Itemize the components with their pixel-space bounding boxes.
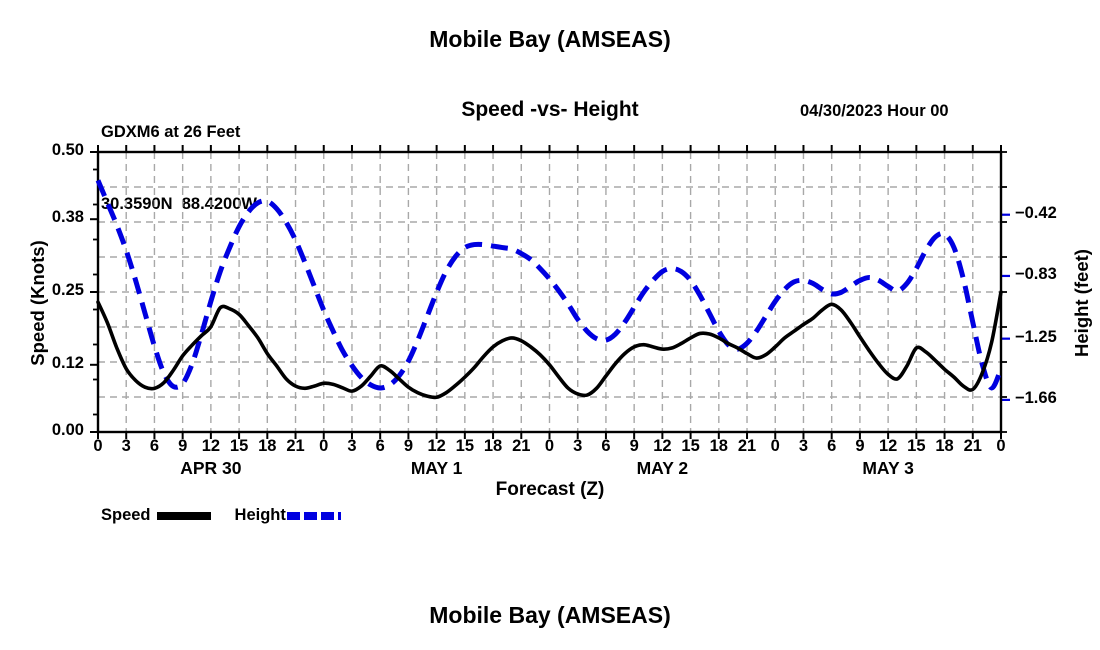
y-axis-tick-label-right: −1.66 [1015,388,1057,407]
x-axis-tick-label: 12 [653,437,672,455]
x-axis-tick-label: 9 [629,437,639,455]
x-axis-tick-label: 15 [681,437,700,455]
x-axis-tick-label: 18 [483,437,503,455]
page-title-bottom: Mobile Bay (AMSEAS) [429,602,671,628]
x-axis-tick-label: 15 [455,437,475,455]
legend-swatch-speed [156,511,211,520]
y-axis-tick-label-right: −1.25 [1015,327,1057,346]
series-line-speed [96,290,1003,400]
x-axis-tick-label: 0 [93,437,103,455]
x-axis-tick-label: 0 [319,437,329,455]
y-axis-tick-label-left: 0.25 [51,281,84,299]
x-axis-tick-label: 6 [827,437,837,455]
y-axis-tick-label-right: −0.83 [1015,264,1057,283]
y-axis-label-right: Height (feet) [1071,249,1092,357]
legend-label-height: Height [234,506,286,524]
x-axis-day-label: APR 30 [180,458,242,478]
x-axis-tick-label: 3 [573,437,583,455]
y-axis-tick-label-left: 0.38 [51,208,84,227]
x-axis-label: Forecast (Z) [495,479,605,500]
x-axis-tick-label: 9 [403,437,413,455]
station-name-depth: GDXM6 at 26 Feet [101,123,241,141]
gridlines [98,152,1001,432]
legend-label-speed: Speed [101,506,151,524]
model-run-timestamp: 04/30/2023 Hour 00 [800,102,949,120]
x-axis-tick-label: 0 [996,437,1006,455]
x-axis-day-label: MAY 1 [410,458,463,478]
x-axis-tick-label: 15 [907,437,926,455]
x-axis-tick-label: 15 [229,437,249,455]
x-axis-tick-label: 21 [737,437,757,455]
x-axis-tick-label: 9 [178,437,188,455]
x-axis-tick-label: 6 [375,437,385,455]
x-axis-tick-label: 21 [512,437,531,455]
chart-subtitle: Speed -vs- Height [461,98,639,121]
x-axis-tick-label: 18 [935,437,954,455]
legend: Speed Height [101,506,341,525]
x-axis-tick-label: 3 [798,437,809,455]
x-axis-tick-label: 18 [709,437,728,455]
x-axis-tick-label: 12 [201,437,221,455]
x-axis-tick-label: 3 [121,437,131,455]
x-axis-day-label: MAY 2 [636,458,689,478]
legend-swatch-height [286,511,341,520]
x-axis-tick-label: 3 [347,437,357,455]
x-axis-day-label: MAY 3 [862,458,914,478]
y-axis-tick-label-left: 0.00 [51,421,84,439]
x-axis-tick-label: 0 [770,437,780,455]
x-axis-tick-label: 18 [258,437,277,455]
y-axis-tick-label-left: 0.50 [51,141,84,159]
y-axis-tick-label-left: 0.12 [51,353,84,372]
x-axis-tick-label: 12 [427,437,446,455]
x-axis-tick-label: 6 [149,437,160,455]
x-axis-tick-label: 9 [855,437,865,455]
y-axis-tick-label-right: −0.42 [1015,203,1057,222]
station-info: GDXM6 at 26 Feet 30.3590N 88.4200W [101,72,257,264]
x-axis-tick-label: 21 [286,437,305,455]
x-axis-tick-label: 12 [878,437,898,455]
x-axis-tick-label: 0 [544,437,555,455]
x-axis-tick-label: 6 [601,437,611,455]
station-coordinates: 30.3590N 88.4200W [101,195,257,213]
x-axis-tick-label: 21 [963,437,982,455]
page-title-top: Mobile Bay (AMSEAS) [429,26,671,52]
y-axis-label-left: Speed (Knots) [27,240,48,366]
